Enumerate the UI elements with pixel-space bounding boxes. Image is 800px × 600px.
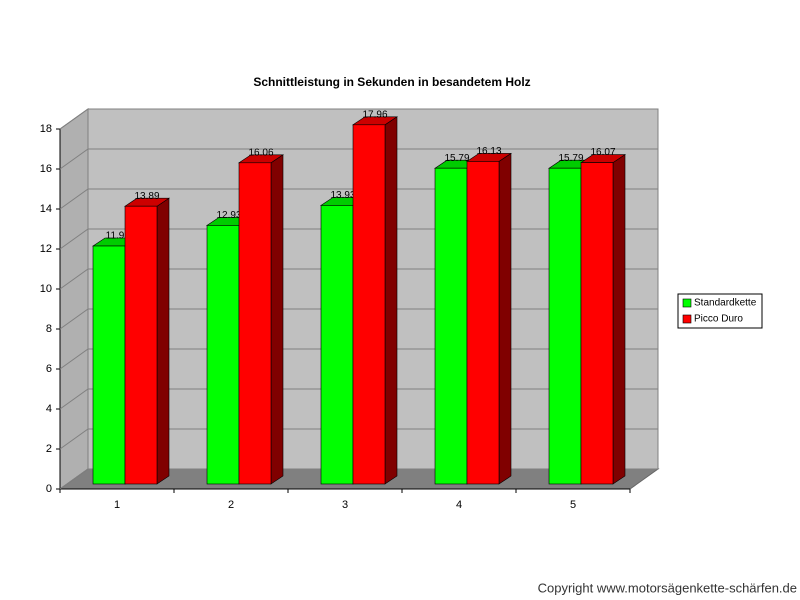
bar-front <box>124 205 158 485</box>
bar-front <box>238 162 272 485</box>
y-tick-label: 18 <box>40 123 52 135</box>
chart-title: Schnittleistung in Sekunden in besandete… <box>253 75 530 89</box>
bar-side <box>498 152 512 485</box>
legend-swatch <box>682 314 692 324</box>
bar-front <box>206 225 240 485</box>
bar-front <box>92 245 126 485</box>
data-label: 11.9 <box>106 231 125 242</box>
bar-front <box>466 161 500 485</box>
data-label: 16.13 <box>476 146 501 157</box>
bar-side <box>384 116 398 485</box>
data-label: 16.07 <box>590 147 615 158</box>
legend-label: Standardkette <box>694 298 757 309</box>
data-label: 15.79 <box>444 153 469 164</box>
bar-front <box>548 167 582 485</box>
y-tick-label: 6 <box>46 363 52 375</box>
bar-front <box>320 205 354 485</box>
bar-front <box>434 167 468 485</box>
bar <box>238 154 284 485</box>
legend-swatch <box>682 298 692 308</box>
bar <box>466 152 512 485</box>
copyright: Copyright www.motorsägenkette-schärfen.d… <box>538 580 797 595</box>
y-tick-label: 0 <box>46 483 52 495</box>
bar <box>580 154 626 485</box>
bar-side <box>270 154 284 485</box>
bar <box>124 197 170 485</box>
x-tick-label: 3 <box>342 499 348 511</box>
data-label: 13.93 <box>330 190 355 201</box>
data-label: 17.96 <box>362 109 387 120</box>
x-tick-label: 2 <box>228 499 234 511</box>
y-tick-label: 16 <box>40 163 52 175</box>
data-label: 16.06 <box>248 147 273 158</box>
bar-side <box>612 154 626 485</box>
bar-side <box>156 197 170 485</box>
y-tick-label: 2 <box>46 443 52 455</box>
bar <box>352 116 398 485</box>
legend <box>677 293 763 329</box>
legend-label: Picco Duro <box>694 314 743 325</box>
data-label: 12.93 <box>216 210 241 221</box>
y-tick-label: 12 <box>40 243 52 255</box>
x-tick-label: 5 <box>570 499 576 511</box>
y-tick-label: 10 <box>40 283 52 295</box>
data-label: 13.89 <box>134 191 159 202</box>
bar-front <box>352 124 386 485</box>
x-tick-label: 4 <box>456 499 462 511</box>
y-tick-label: 8 <box>46 323 52 335</box>
y-tick-label: 4 <box>46 403 52 415</box>
x-tick-label: 1 <box>114 499 120 511</box>
bar-front <box>580 162 614 485</box>
grid-line <box>59 148 658 170</box>
grid-line <box>59 108 658 130</box>
y-tick-label: 14 <box>40 203 52 215</box>
data-label: 15.79 <box>558 153 583 164</box>
